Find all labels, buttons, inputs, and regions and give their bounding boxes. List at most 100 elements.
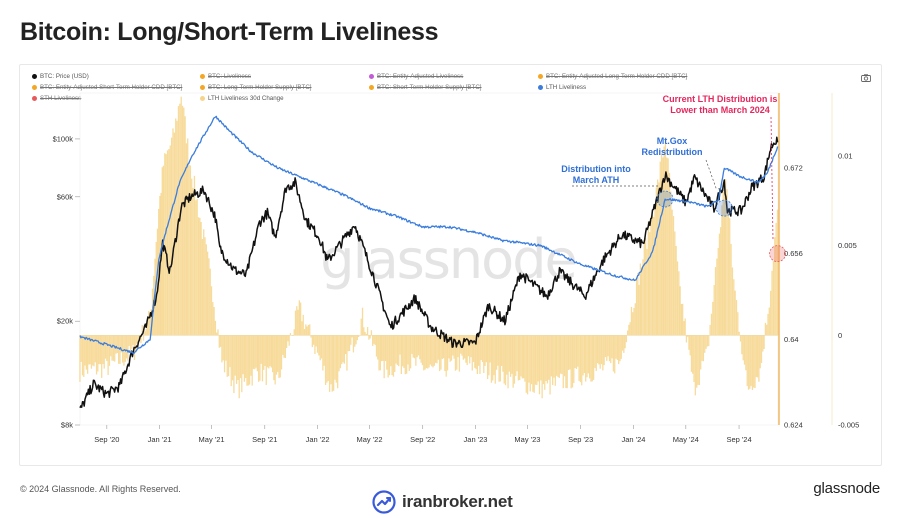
change-bar (259, 335, 261, 381)
change-bar (476, 335, 479, 375)
change-bar (199, 217, 201, 336)
change-bar (234, 335, 236, 376)
change-bar (764, 322, 767, 336)
y-right-tick-label: 0 (838, 331, 842, 340)
change-bar (517, 335, 520, 381)
change-bar (164, 153, 166, 336)
change-bar (294, 310, 297, 336)
change-bar (509, 335, 512, 377)
change-bar (462, 335, 464, 360)
legend-label: BTC: Entity-Adjusted Short-Term Holder C… (40, 84, 183, 91)
legend-item[interactable]: STH Liveliness (32, 95, 81, 102)
legend-item[interactable]: BTC: Long-Term Holder Supply [BTC] (200, 84, 312, 91)
change-bar (528, 335, 530, 383)
legend-item[interactable]: BTC: Entity-Adjusted Long-Term Holder CD… (538, 73, 687, 80)
change-bar (288, 335, 290, 346)
highlight-marker (656, 190, 674, 208)
change-bar (331, 335, 333, 392)
legend-item[interactable]: BTC: Price (USD) (32, 73, 89, 80)
change-bar (432, 335, 434, 368)
change-bar (408, 335, 410, 371)
legend-item[interactable]: BTC: Liveliness (200, 73, 251, 80)
change-bar (746, 335, 748, 387)
change-bar (348, 335, 351, 352)
change-bar (529, 335, 531, 392)
change-bar (587, 335, 589, 374)
legend-item[interactable]: LTH Liveliness (538, 84, 586, 91)
change-bar (708, 335, 710, 347)
change-bar (549, 335, 551, 395)
legend-item[interactable]: BTC: Entity-Adjusted Short-Term Holder C… (32, 84, 182, 91)
change-bar (521, 335, 523, 379)
change-bar (690, 335, 693, 372)
change-bar (310, 335, 312, 338)
legend-swatch (538, 85, 543, 90)
change-bar (342, 335, 344, 363)
change-bar (350, 335, 352, 345)
change-bar (404, 335, 406, 375)
change-bar (721, 205, 723, 336)
change-bar (86, 335, 89, 374)
change-bar (318, 335, 320, 356)
change-bar (431, 335, 433, 367)
change-bar (175, 118, 177, 336)
iranbroker-logo[interactable]: iranbroker.net (372, 490, 513, 514)
change-bar (615, 335, 617, 359)
change-bar (694, 335, 696, 396)
legend-swatch (32, 74, 37, 79)
legend-swatch (32, 85, 37, 90)
change-bar (658, 182, 660, 336)
change-bar (84, 335, 86, 366)
change-bar (118, 335, 120, 364)
change-bar (639, 263, 642, 336)
change-bar (583, 335, 586, 374)
change-bar (633, 307, 635, 336)
change-bar (242, 335, 244, 375)
change-bar (562, 335, 564, 389)
change-bar (369, 335, 371, 339)
change-bar (453, 335, 455, 359)
change-bar (293, 329, 295, 336)
change-bar (714, 267, 717, 336)
change-bar (235, 335, 238, 384)
change-bar (98, 335, 100, 365)
change-bar (195, 200, 197, 336)
change-bar (341, 335, 343, 365)
legend-item[interactable]: LTH Liveliness 30d Change (200, 95, 284, 102)
change-bar (184, 116, 186, 336)
change-bar (440, 335, 442, 370)
change-bar (525, 335, 527, 393)
change-bar (508, 335, 510, 372)
legend-item[interactable]: BTC: Entity-Adjusted Liveliness (369, 73, 463, 80)
change-bar (280, 335, 283, 370)
change-bar (365, 333, 367, 336)
change-bar (189, 165, 192, 336)
change-bar (630, 306, 633, 336)
chart-card: BTC: Price (USD) BTC: Liveliness BTC: Enti… (19, 64, 882, 466)
change-bar (685, 335, 688, 343)
change-bar (698, 335, 701, 386)
camera-icon[interactable] (861, 74, 871, 82)
change-bar (229, 335, 231, 368)
change-bar (150, 309, 152, 336)
change-bar (442, 335, 445, 359)
change-bar (618, 335, 620, 365)
change-bar (137, 335, 140, 342)
change-bar (467, 335, 470, 357)
change-bar (416, 335, 418, 358)
change-bar (196, 199, 198, 336)
change-bar (558, 335, 560, 378)
change-bar (532, 335, 534, 392)
change-bar (360, 318, 362, 336)
change-bar (569, 335, 571, 370)
change-bar (620, 335, 622, 359)
change-bar (717, 248, 719, 336)
change-bar (479, 335, 481, 374)
change-bar (374, 335, 376, 346)
change-bar (233, 335, 235, 394)
change-bar (128, 335, 130, 346)
change-bar (762, 335, 764, 352)
change-bar (774, 237, 776, 336)
change-bar (181, 105, 184, 336)
legend-item[interactable]: BTC: Short-Term Holder Supply [BTC] (369, 84, 482, 91)
